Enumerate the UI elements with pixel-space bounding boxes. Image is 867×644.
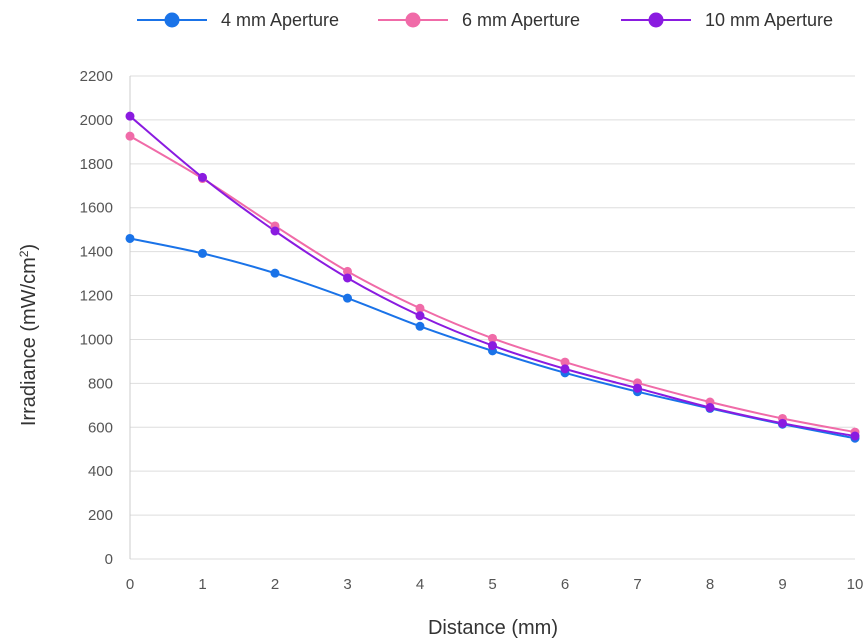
legend-marker-series-1 xyxy=(164,12,180,28)
data-point-series-2-x3 xyxy=(343,266,352,276)
x-tick-label: 8 xyxy=(706,576,714,593)
y-tick-label: 2200 xyxy=(80,68,113,85)
series-line-3 xyxy=(129,115,856,438)
data-point-series-2-x0 xyxy=(125,131,135,141)
x-tick-label: 2 xyxy=(271,576,279,593)
y-tick-label: 400 xyxy=(88,463,113,480)
data-point-series-1-x0 xyxy=(125,233,135,243)
y-axis-title: Irradiance (mW/cm2) xyxy=(17,244,40,426)
data-point-series-1-x1 xyxy=(198,248,207,258)
data-point-series-3-x7 xyxy=(633,383,642,393)
x-tick-label: 4 xyxy=(416,576,424,593)
data-point-series-3-x0 xyxy=(125,111,135,121)
chart-series-lines xyxy=(129,115,856,440)
legend-label-series-1: 4 mm Aperture xyxy=(221,10,339,30)
y-tick-label: 1800 xyxy=(80,156,113,173)
data-point-series-1-x3 xyxy=(343,293,352,303)
y-tick-label: 1600 xyxy=(80,200,113,217)
data-point-series-3-x3 xyxy=(343,273,352,283)
x-tick-label: 7 xyxy=(633,576,641,593)
y-tick-label: 1200 xyxy=(80,288,113,305)
legend-label-series-3: 10 mm Aperture xyxy=(705,10,833,30)
y-axis-title-superscript: 2 xyxy=(17,250,31,257)
x-axis-ticks: 0 1 2 3 4 5 6 7 8 9 10 xyxy=(126,576,864,593)
y-axis-ticks: 0 200 400 600 800 1000 1200 1400 1600 1800 2000 220… xyxy=(80,68,113,568)
y-tick-label: 800 xyxy=(88,375,113,392)
data-point-series-3-x1 xyxy=(198,172,207,182)
data-point-series-3-x6 xyxy=(560,364,570,374)
series-line-2 xyxy=(129,135,856,434)
legend-marker-series-3 xyxy=(648,12,664,28)
chart-legend: 4 mm Aperture 6 mm Aperture 10 mm Aperture xyxy=(137,10,833,30)
data-point-series-2-x6 xyxy=(560,357,570,367)
x-tick-label: 6 xyxy=(561,576,569,593)
y-axis-title-main: Irradiance (mW/cm xyxy=(18,257,40,426)
data-point-series-2-x5 xyxy=(488,333,497,343)
x-tick-label: 9 xyxy=(778,576,786,593)
x-tick-label: 0 xyxy=(126,576,134,593)
legend-label-series-2: 6 mm Aperture xyxy=(462,10,580,30)
x-axis-title: Distance (mm) xyxy=(428,617,558,639)
y-tick-label: 200 xyxy=(88,507,113,524)
data-point-series-1-x2 xyxy=(270,268,280,278)
x-tick-label: 3 xyxy=(343,576,351,593)
data-point-series-3-x10 xyxy=(850,431,860,441)
y-tick-label: 600 xyxy=(88,419,113,436)
y-tick-label: 0 xyxy=(105,551,113,568)
data-point-series-3-x9 xyxy=(778,418,787,428)
legend-marker-series-2 xyxy=(405,12,421,28)
data-point-series-1-x4 xyxy=(415,321,425,331)
y-axis-title-close: ) xyxy=(18,244,40,251)
data-point-series-2-x4 xyxy=(415,303,425,313)
data-point-series-3-x2 xyxy=(270,226,280,236)
y-tick-label: 1400 xyxy=(80,244,113,261)
chart-series-points xyxy=(125,111,860,443)
x-tick-label: 1 xyxy=(198,576,206,593)
y-tick-label: 1000 xyxy=(80,331,113,348)
chart-gridlines xyxy=(130,75,855,560)
x-tick-label: 10 xyxy=(847,576,864,593)
data-point-series-3-x5 xyxy=(488,341,497,351)
y-tick-label: 2000 xyxy=(80,112,113,129)
x-tick-label: 5 xyxy=(488,576,496,593)
data-point-series-3-x4 xyxy=(415,311,425,321)
data-point-series-3-x8 xyxy=(705,403,715,413)
